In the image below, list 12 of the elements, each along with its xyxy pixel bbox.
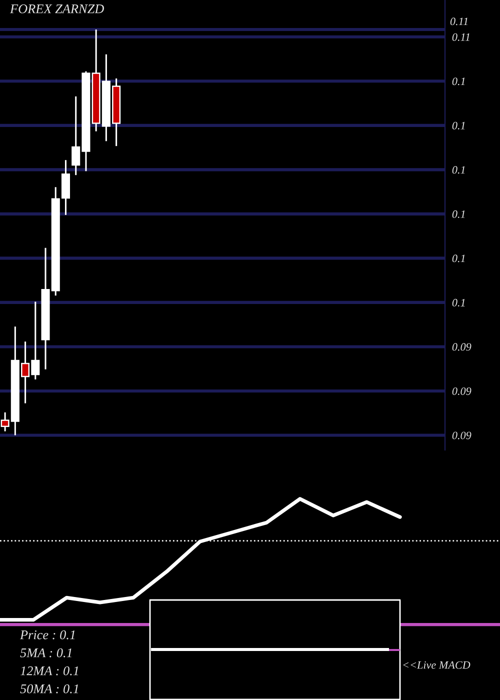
y-tick-label: 0.1 — [452, 254, 465, 262]
y-tick-label: 0.09 — [452, 387, 472, 395]
y-tick-label: 0.1 — [452, 78, 465, 86]
y-tick-label: 0.09 — [452, 343, 472, 351]
chart-title: FOREX ZARNZD — [10, 4, 104, 14]
candlestick — [61, 159, 70, 216]
y-tick-label: 0.1 — [452, 122, 465, 130]
y-tick-label: 0.1 — [452, 210, 465, 218]
y-tick-label: 0.11 — [452, 33, 470, 41]
y-tick-label: 0.1 — [452, 166, 465, 174]
y-tick-label: 0.09 — [452, 432, 472, 440]
y-tick-label: 0.1 — [452, 298, 465, 306]
